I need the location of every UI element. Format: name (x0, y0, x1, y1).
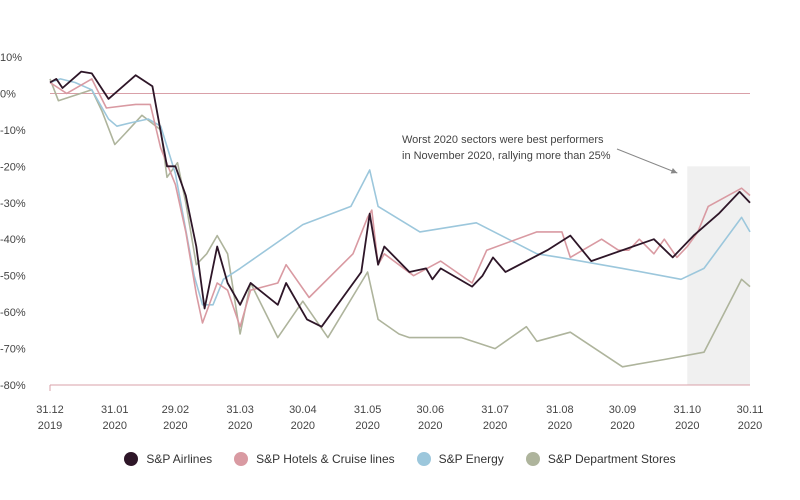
x-tick-label-year: 2020 (228, 420, 252, 432)
series-line-energy (49, 78, 751, 306)
legend-item-energy: S&P Energy (416, 452, 504, 466)
x-tick-label: 30.09 (609, 404, 637, 416)
legend-label-department-stores: S&P Department Stores (547, 452, 676, 466)
x-tick-label-year: 2020 (163, 420, 187, 432)
x-tick-label: 31.05 (354, 404, 382, 416)
grid-layer (49, 92, 750, 391)
x-tick-label: 31.12 (36, 404, 64, 416)
y-tick-label: -70% (0, 344, 26, 356)
x-tick-label-year: 2020 (675, 420, 699, 432)
x-tick-label: 30.11 (737, 404, 764, 416)
series-line-department-stores (49, 78, 751, 368)
x-tick-label: 29.02 (162, 404, 190, 416)
legend-item-airlines: S&P Airlines (124, 452, 212, 466)
y-tick-label: 10% (0, 52, 22, 64)
x-tick-label-year: 2020 (355, 420, 379, 432)
x-tick-label-year: 2020 (610, 420, 634, 432)
x-tick-label: 30.06 (417, 404, 445, 416)
annotation-arrowhead (670, 167, 678, 174)
series-line-airlines (49, 70, 751, 328)
legend: S&P Airlines S&P Hotels & Cruise lines S… (0, 452, 800, 466)
x-axis: 31.12 2019 31.01 2020 29.02 2020 31.03 2020 30.0… (36, 404, 763, 432)
x-tick-label-year: 2020 (103, 420, 127, 432)
legend-label-energy: S&P Energy (438, 452, 504, 466)
y-tick-label: -80% (0, 380, 26, 392)
x-tick-label-year: 2020 (483, 420, 507, 432)
x-tick-label: 31.10 (674, 404, 702, 416)
annotation-line-1: Worst 2020 sectors were best performers (402, 134, 604, 146)
annotation-arrow (616, 148, 678, 174)
x-tick-label: 31.07 (481, 404, 509, 416)
x-tick-label: 31.08 (546, 404, 574, 416)
series-layer (49, 70, 751, 368)
x-tick-label-year: 2020 (738, 420, 762, 432)
legend-marker-department-stores (525, 452, 540, 466)
line-chart: 10% 0% -10% -20% -30% -40% -50% -60% -70% -80% 31… (0, 52, 763, 432)
annotation: Worst 2020 sectors were best performers … (402, 134, 678, 174)
x-tick-label: 30.04 (289, 404, 317, 416)
x-tick-label: 31.03 (226, 404, 254, 416)
highlight-region (687, 166, 750, 385)
legend-marker-hotels (234, 452, 249, 466)
y-tick-label: -30% (0, 198, 26, 210)
x-tick-label-year: 2020 (548, 420, 572, 432)
annotation-line-2: in November 2020, rallying more than 25% (402, 150, 611, 162)
legend-item-department-stores: S&P Department Stores (525, 452, 676, 466)
legend-label-airlines: S&P Airlines (146, 452, 213, 466)
y-axis: 10% 0% -10% -20% -30% -40% -50% -60% -70% -80% (0, 52, 26, 392)
y-tick-label: -40% (0, 234, 26, 246)
x-tick-label-year: 2020 (418, 420, 442, 432)
x-tick-label: 31.01 (101, 404, 129, 416)
legend-label-hotels: S&P Hotels & Cruise lines (256, 452, 395, 466)
x-tick-label-year: 2020 (291, 420, 315, 432)
y-tick-label: 0% (0, 88, 16, 100)
legend-marker-airlines (124, 452, 139, 466)
y-tick-label: -50% (0, 271, 26, 283)
y-tick-label: -60% (0, 307, 26, 319)
series-line-hotels-cruise (49, 78, 751, 328)
legend-marker-energy (416, 452, 431, 466)
x-tick-label-year: 2019 (38, 420, 62, 432)
y-tick-label: -20% (0, 161, 26, 173)
legend-item-hotels: S&P Hotels & Cruise lines (234, 452, 395, 466)
y-tick-label: -10% (0, 125, 26, 137)
